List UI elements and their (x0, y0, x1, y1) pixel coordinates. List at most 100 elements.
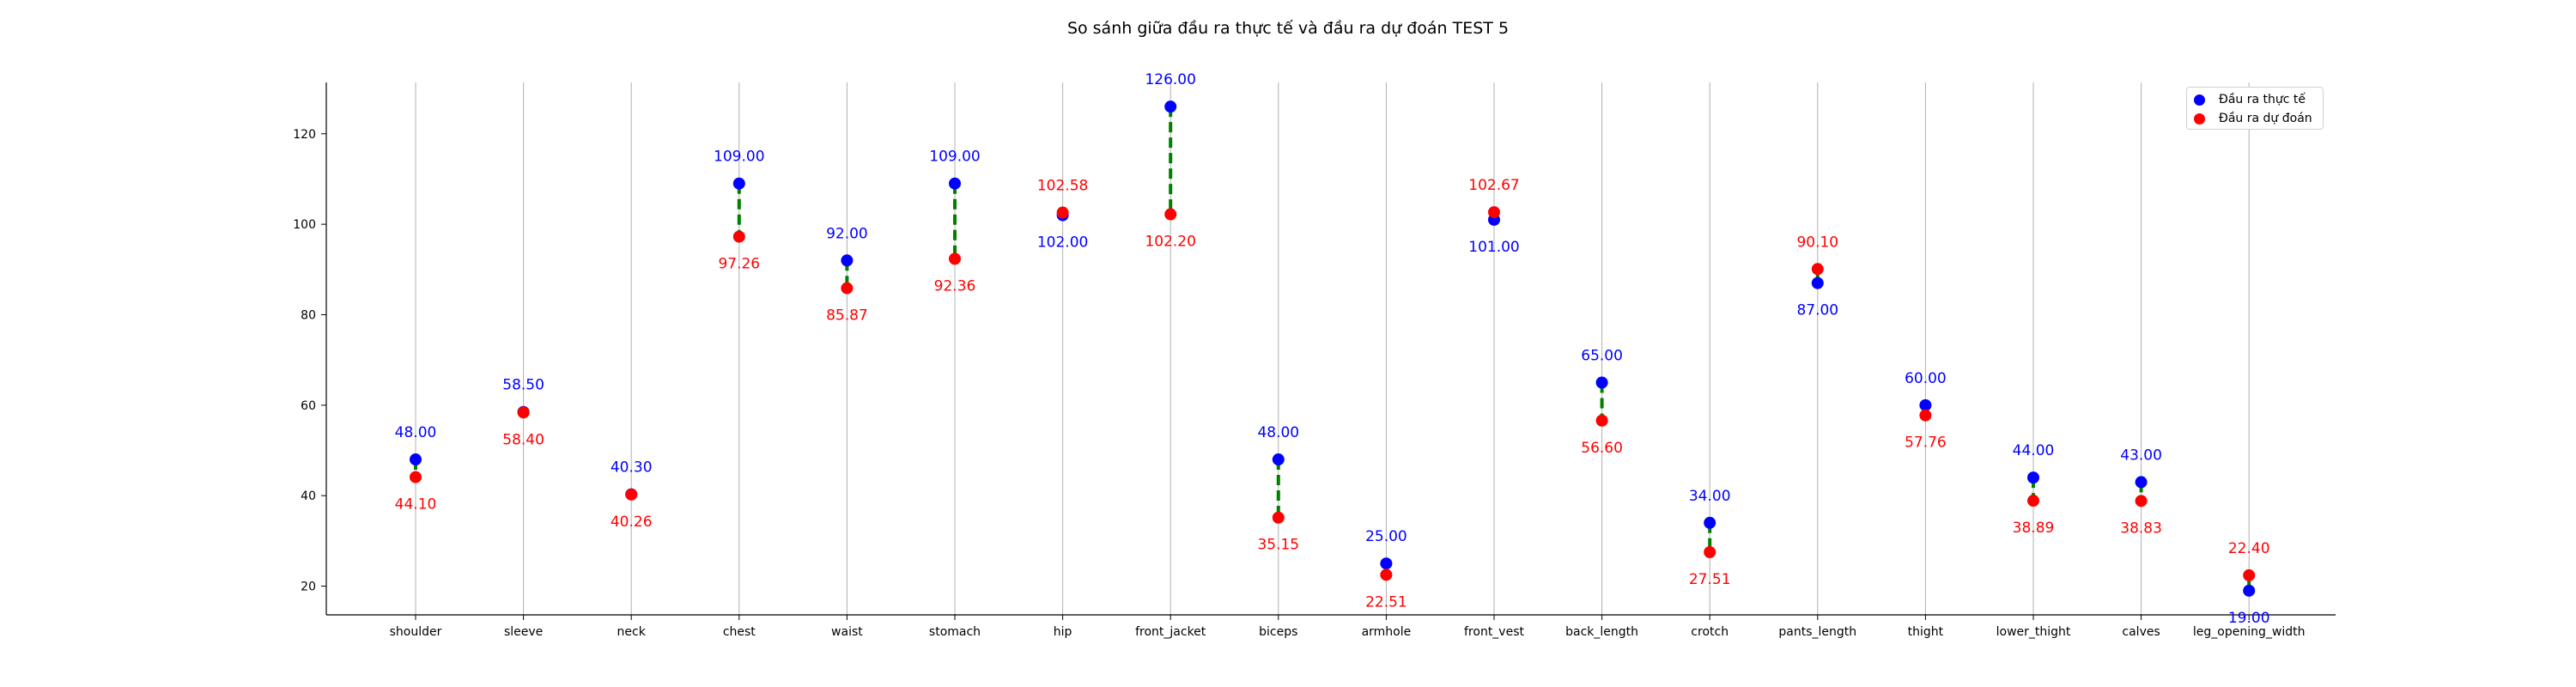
actual-label-chest: 109.00 (714, 149, 764, 166)
y-tick-label-80: 80 (301, 308, 316, 322)
predicted-label-back_length: 56.60 (1581, 440, 1623, 457)
x-tick-label-leg_opening_width: leg_opening_width (2193, 625, 2306, 639)
x-tick-label-calves: calves (2122, 625, 2160, 639)
actual-label-stomach: 109.00 (929, 149, 980, 166)
y-tick-label-40: 40 (301, 489, 316, 503)
predicted-label-hip: 102.58 (1037, 178, 1088, 195)
x-tick-label-neck: neck (617, 625, 647, 639)
x-tick-label-chest: chest (723, 625, 756, 639)
actual-label-sleeve: 58.50 (502, 377, 544, 394)
actual-point-waist (841, 254, 854, 267)
x-tick-label-pants_length: pants_length (1778, 625, 1856, 639)
predicted-point-front_vest (1488, 206, 1500, 219)
actual-label-waist: 92.00 (826, 225, 868, 242)
actual-label-leg_opening_width: 19.00 (2228, 610, 2270, 627)
x-tick-label-hip: hip (1054, 625, 1072, 639)
y-tick-label-120: 120 (293, 128, 316, 142)
actual-label-calves: 43.00 (2120, 447, 2162, 464)
predicted-label-pants_length: 90.10 (1796, 234, 1838, 251)
predicted-label-calves: 38.83 (2120, 520, 2162, 537)
actual-point-armhole (1380, 557, 1393, 570)
predicted-point-waist (841, 282, 854, 295)
y-tick-label-20: 20 (301, 581, 316, 594)
predicted-point-stomach (949, 252, 961, 265)
chart-title: So sánh giữa đầu ra thực tế và đầu ra dự… (1066, 19, 1510, 38)
legend-marker-predicted (2194, 112, 2205, 125)
predicted-label-neck: 40.26 (611, 514, 653, 531)
actual-label-neck: 40.30 (611, 459, 653, 477)
x-tick-label-armhole: armhole (1362, 625, 1412, 639)
predicted-point-back_length (1595, 414, 1608, 427)
predicted-label-biceps: 35.15 (1257, 537, 1299, 554)
predicted-label-front_jacket: 102.20 (1145, 234, 1195, 251)
predicted-label-thight: 57.76 (1905, 435, 1947, 452)
x-tick-label-stomach: stomach (929, 625, 981, 639)
x-tick-label-crotch: crotch (1691, 625, 1728, 639)
actual-point-back_length (1595, 376, 1608, 389)
predicted-point-pants_length (1811, 263, 1824, 276)
actual-label-thight: 60.00 (1905, 370, 1947, 387)
predicted-point-calves (2135, 495, 2148, 508)
predicted-point-chest (732, 230, 745, 243)
predicted-point-leg_opening_width (2243, 568, 2256, 581)
actual-label-hip: 102.00 (1037, 234, 1088, 252)
predicted-point-shoulder (410, 471, 422, 483)
predicted-point-crotch (1704, 545, 1716, 558)
legend-item-actual: Đầu ra thực tế (2194, 91, 2306, 108)
predicted-label-waist: 85.87 (826, 307, 868, 325)
legend-marker-actual (2194, 94, 2205, 106)
actual-label-front_vest: 101.00 (1468, 239, 1519, 256)
predicted-label-crotch: 27.51 (1689, 571, 1731, 588)
predicted-label-front_vest: 102.67 (1468, 177, 1519, 194)
actual-label-back_length: 65.00 (1581, 348, 1623, 365)
x-tick-label-back_length: back_length (1565, 625, 1638, 639)
predicted-point-sleeve (517, 406, 530, 419)
actual-label-pants_length: 87.00 (1796, 302, 1838, 319)
actual-point-thight (1919, 398, 1932, 411)
actual-point-calves (2135, 476, 2148, 489)
predicted-point-thight (1919, 409, 1932, 422)
actual-point-biceps (1272, 453, 1285, 466)
actual-point-pants_length (1811, 277, 1824, 289)
actual-point-chest (732, 177, 745, 190)
predicted-label-lower_thight: 38.89 (2013, 520, 2055, 537)
predicted-point-armhole (1380, 568, 1393, 581)
predicted-point-neck (625, 488, 638, 501)
actual-point-crotch (1704, 516, 1716, 529)
actual-label-lower_thight: 44.00 (2013, 442, 2055, 459)
predicted-point-front_jacket (1164, 208, 1177, 221)
actual-point-shoulder (410, 453, 422, 466)
actual-label-front_jacket: 126.00 (1145, 71, 1195, 88)
legend: Đầu ra thực tế Đầu ra dự đoán (2186, 87, 2324, 130)
actual-label-shoulder: 48.00 (395, 424, 437, 441)
x-tick-label-thight: thight (1908, 625, 1944, 639)
predicted-label-armhole: 22.51 (1365, 593, 1407, 611)
x-tick-label-shoulder: shoulder (390, 625, 442, 639)
actual-label-biceps: 48.00 (1257, 424, 1299, 441)
predicted-label-sleeve: 58.40 (502, 431, 544, 448)
actual-point-lower_thight (2027, 471, 2039, 484)
x-tick-label-waist: waist (831, 625, 863, 639)
actual-point-front_jacket (1164, 100, 1177, 113)
predicted-label-stomach: 92.36 (934, 277, 976, 295)
legend-item-predicted: Đầu ra dự đoán (2194, 110, 2312, 127)
actual-point-stomach (949, 177, 961, 190)
predicted-label-shoulder: 44.10 (395, 496, 437, 514)
x-tick-label-front_vest: front_vest (1464, 625, 1524, 639)
actual-label-crotch: 34.00 (1689, 488, 1731, 505)
y-tick-label-100: 100 (293, 218, 316, 232)
y-tick-label-60: 60 (301, 399, 316, 413)
actual-point-leg_opening_width (2243, 584, 2256, 597)
predicted-label-leg_opening_width: 22.40 (2228, 540, 2270, 557)
legend-label-predicted: Đầu ra dự đoán (2219, 112, 2312, 125)
predicted-point-lower_thight (2027, 495, 2039, 508)
legend-label-actual: Đầu ra thực tế (2219, 93, 2306, 106)
x-tick-label-sleeve: sleeve (504, 625, 543, 639)
predicted-label-chest: 97.26 (718, 256, 760, 273)
x-tick-label-front_jacket: front_jacket (1135, 625, 1206, 639)
actual-label-armhole: 25.00 (1365, 528, 1407, 545)
predicted-point-hip (1056, 206, 1069, 219)
predicted-point-biceps (1272, 511, 1285, 524)
x-tick-label-lower_thight: lower_thight (1996, 625, 2071, 639)
